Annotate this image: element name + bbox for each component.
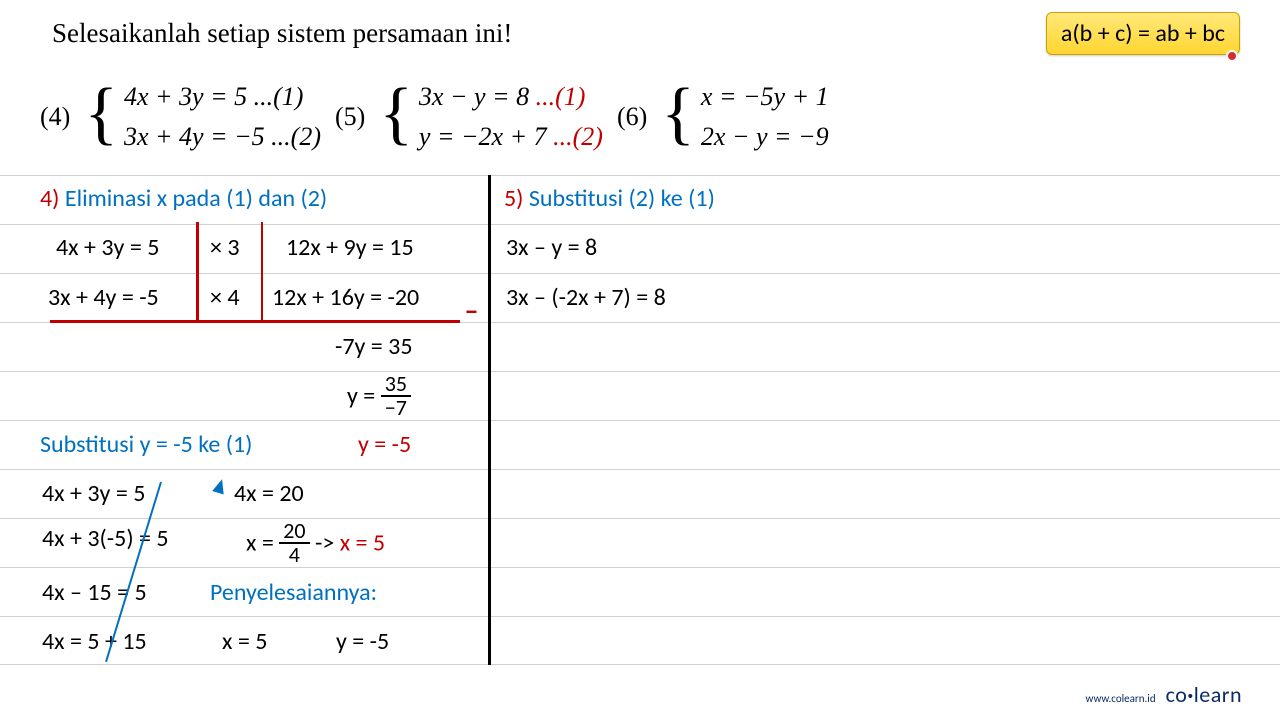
left-r2c: 12x + 16y = -20: [272, 283, 419, 312]
footer-logo: co·learn: [1166, 681, 1242, 708]
p5-ref2: ...(2): [553, 122, 603, 151]
question-title: Selesaikanlah setiap sistem persamaan in…: [52, 18, 512, 49]
left-r7b-arrow: ->: [315, 529, 334, 558]
column-separator: [488, 175, 491, 665]
footer: www.colearn.id co·learn: [1086, 681, 1242, 708]
left-r9c: y = -5: [336, 627, 389, 656]
right-r2: 3x – (-2x + 7) = 8: [506, 283, 666, 312]
logo-post: learn: [1194, 681, 1242, 708]
logo-pre: co: [1166, 681, 1188, 708]
left-r1b: × 3: [210, 233, 240, 262]
brace-icon: {: [379, 96, 413, 131]
p4-eq2: 3x + 4y = −5: [124, 122, 265, 151]
right-header-text: Substitusi (2) ke (1): [529, 184, 715, 213]
left-header-num: 4): [40, 184, 59, 213]
brace-icon: {: [661, 96, 695, 131]
p4-ref2: ...(2): [271, 122, 321, 151]
problem-4-number: (4): [40, 102, 70, 132]
p6-eq2: 2x − y = −9: [701, 122, 829, 152]
left-r1a: 4x + 3y = 5: [56, 233, 159, 262]
p6-eq1: x = −5y + 1: [701, 82, 829, 112]
elim-minus: −: [465, 295, 478, 327]
left-r7b-ans: x = 5: [340, 529, 385, 558]
brace-icon: {: [84, 96, 118, 131]
right-r1: 3x – y = 8: [506, 233, 597, 262]
elim-guide-v1: [196, 222, 199, 322]
badge-dot-icon: [1226, 50, 1238, 62]
p5-eq2: y = −2x + 7: [419, 122, 547, 151]
left-sub-header: Substitusi y = -5 ke (1): [40, 430, 252, 459]
left-r1c: 12x + 9y = 15: [286, 233, 414, 262]
left-r7b: x = 20 4 -> x = 5: [246, 522, 385, 568]
left-r4-lhs: y =: [347, 382, 375, 411]
problem-list: (4) { 4x + 3y = 5 ...(1) 3x + 4y = −5 ..…: [40, 82, 829, 152]
left-r6b: 4x = 20: [234, 479, 304, 508]
left-header: 4) Eliminasi x pada (1) dan (2): [40, 184, 327, 213]
left-r9a: 4x = 5 + 15: [42, 627, 147, 656]
p5-eq1: 3x − y = 8: [419, 82, 529, 111]
left-r3: -7y = 35: [335, 332, 413, 361]
p4-ref1: ...(1): [254, 82, 304, 111]
left-r4-den: −7: [381, 397, 411, 419]
left-r7b-lhs: x =: [246, 529, 274, 558]
left-r4: y = 35 −7: [347, 375, 411, 421]
p5-ref1: ...(1): [536, 82, 586, 111]
p4-eq1: 4x + 3y = 5: [124, 82, 247, 111]
left-r8b: Penyelesaiannya:: [210, 578, 377, 607]
left-r2a: 3x + 4y = -5: [48, 283, 159, 312]
left-r9b: x = 5: [222, 627, 267, 656]
right-header-num: 5): [504, 184, 523, 213]
left-r7b-den: 4: [285, 544, 304, 566]
elim-underline: [50, 320, 460, 323]
worksheet-lines: [0, 175, 1280, 665]
left-header-text: Eliminasi x pada (1) dan (2): [65, 184, 327, 213]
distributive-formula-badge: a(b + c) = ab + bc: [1046, 12, 1240, 55]
left-r5: y = -5: [358, 430, 411, 459]
left-r7a: 4x + 3(-5) = 5: [42, 524, 169, 553]
right-header: 5) Substitusi (2) ke (1): [504, 184, 715, 213]
problem-5-number: (5): [335, 102, 365, 132]
problem-6-number: (6): [617, 102, 647, 132]
left-r6a: 4x + 3y = 5: [42, 479, 145, 508]
elim-guide-v2: [261, 222, 263, 322]
footer-url: www.colearn.id: [1086, 692, 1156, 705]
left-r2b: × 4: [210, 283, 240, 312]
